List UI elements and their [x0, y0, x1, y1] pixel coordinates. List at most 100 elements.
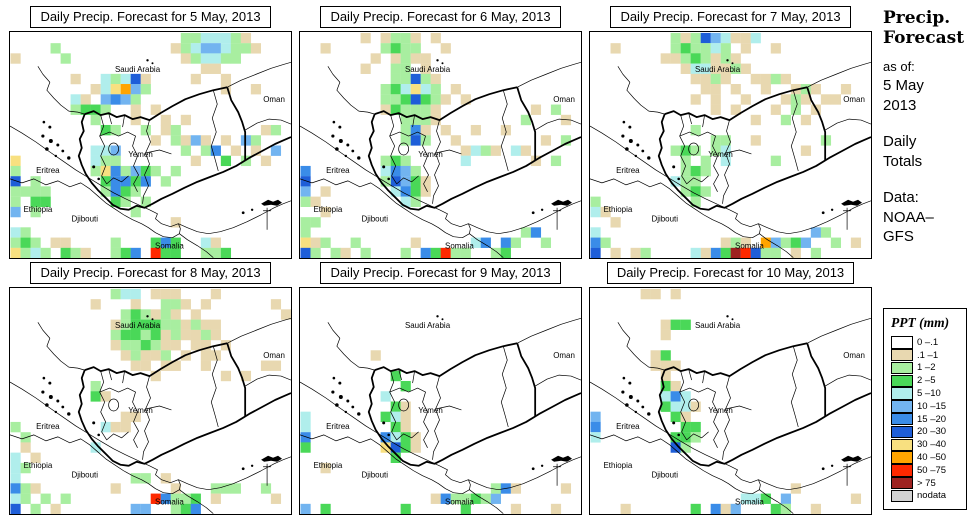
- as-of-date-line2: 2013: [883, 96, 917, 114]
- legend-swatch: [891, 412, 913, 426]
- data-source-line2: GFS: [883, 228, 914, 246]
- legend-entry: 20 –30: [891, 425, 961, 439]
- panel-title-wrap: Daily Precip. Forecast for 7 May, 2013: [589, 6, 872, 28]
- country-label: Saudi Arabia: [405, 65, 451, 74]
- legend-rows: 0 –.1.1 –1 1 –2 2 –5 5 –10 10 –15 15 –20 20 –3…: [891, 336, 961, 503]
- country-label: Eritrea: [326, 166, 350, 175]
- country-labels: Saudi Arabia Oman Yemen Eritrea Ethiopia Djib…: [313, 321, 574, 506]
- totals-line2: Totals: [883, 152, 923, 170]
- country-label: Ethiopia: [313, 205, 342, 214]
- panel-title-wrap: Daily Precip. Forecast for 5 May, 2013: [9, 6, 292, 28]
- forecast-panel: Daily Precip. Forecast for 5 May, 2013 Sa…: [9, 0, 299, 259]
- country-labels: Saudi Arabia Oman Yemen Eritrea Ethiopia Djib…: [603, 65, 864, 250]
- legend-swatch: [891, 476, 913, 490]
- country-label: Oman: [553, 95, 575, 104]
- legend-entry: 5 –10: [891, 387, 961, 400]
- legend-entry: 10 –15: [891, 400, 961, 413]
- country-label: Oman: [263, 95, 285, 104]
- country-label: Eritrea: [616, 422, 640, 431]
- country-label: Ethiopia: [23, 205, 52, 214]
- figure-title-line1: Precip.: [883, 8, 951, 28]
- country-label: Djibouti: [651, 215, 678, 224]
- forecast-panel: Daily Precip. Forecast for 10 May, 2013 S…: [589, 256, 879, 515]
- panel-title: Daily Precip. Forecast for 10 May, 2013: [606, 262, 855, 284]
- legend-swatch: [891, 348, 913, 362]
- precip-map: Saudi Arabia Oman Yemen Eritrea Ethiopia Djib…: [9, 287, 292, 515]
- figure-title-line2: Forecast: [883, 28, 965, 49]
- legend-label: 0 –.1: [917, 336, 939, 348]
- legend-entry: 15 –20: [891, 412, 961, 426]
- legend-label: 1 –2: [917, 362, 936, 374]
- legend-swatch: [891, 438, 913, 452]
- precip-cells: [590, 288, 862, 514]
- country-label: Oman: [553, 351, 575, 360]
- panel-title-wrap: Daily Precip. Forecast for 6 May, 2013: [299, 6, 582, 28]
- legend-label: > 75: [917, 477, 936, 489]
- legend-entry: nodata: [891, 489, 961, 503]
- legend-swatch: [891, 400, 913, 413]
- data-source-label: Data:: [883, 189, 919, 207]
- country-label: Djibouti: [71, 471, 98, 480]
- precip-cells: [300, 32, 572, 258]
- figure-title: Precip. Forecast: [883, 8, 969, 48]
- country-label: Eritrea: [616, 166, 640, 175]
- panel-title: Daily Precip. Forecast for 5 May, 2013: [30, 6, 271, 28]
- forecast-panel: Daily Precip. Forecast for 8 May, 2013 Sa…: [9, 256, 299, 515]
- legend-entry: 2 –5: [891, 374, 961, 388]
- country-label: Saudi Arabia: [115, 65, 161, 74]
- data-source: Data: NOAA– GFS: [883, 188, 969, 247]
- legend-swatch: [891, 464, 913, 477]
- country-labels: Saudi Arabia Oman Yemen Eritrea Ethiopia Djib…: [23, 65, 284, 250]
- legend-swatch: [891, 336, 913, 349]
- precip-map: Saudi Arabia Oman Yemen Eritrea Ethiopia Djib…: [299, 287, 582, 515]
- legend-entry: > 75: [891, 476, 961, 490]
- legend-swatch: [891, 425, 913, 439]
- legend-label: 50 –75: [917, 464, 947, 476]
- legend-label: 40 –50: [917, 452, 947, 464]
- country-label: Somalia: [445, 242, 474, 251]
- precip-map: Saudi Arabia Oman Yemen Eritrea Ethiopia Djib…: [589, 287, 872, 515]
- country-label: Somalia: [735, 242, 764, 251]
- legend-entry: 40 –50: [891, 451, 961, 464]
- country-label: Djibouti: [651, 471, 678, 480]
- precip-cells: [10, 288, 291, 514]
- panel-title-wrap: Daily Precip. Forecast for 10 May, 2013: [589, 262, 872, 284]
- forecast-panel: Daily Precip. Forecast for 9 May, 2013 Sa…: [299, 256, 589, 515]
- precip-cells: [10, 32, 282, 258]
- data-source-line1: NOAA–: [883, 208, 934, 226]
- as-of-date-line1: 5 May: [883, 77, 924, 95]
- legend-entry: 1 –2: [891, 361, 961, 375]
- country-label: Somalia: [735, 498, 764, 507]
- totals-line1: Daily: [883, 133, 917, 151]
- legend-entry: .1 –1: [891, 348, 961, 362]
- country-label: Djibouti: [361, 471, 388, 480]
- country-label: Oman: [263, 351, 285, 360]
- country-label: Eritrea: [36, 422, 60, 431]
- legend-label: 15 –20: [917, 413, 947, 425]
- legend-entry: 30 –40: [891, 438, 961, 452]
- country-label: Yemen: [708, 406, 733, 415]
- country-label: Saudi Arabia: [405, 321, 451, 330]
- panel-title: Daily Precip. Forecast for 6 May, 2013: [320, 6, 561, 28]
- legend-title: PPT (mm): [891, 315, 950, 330]
- precip-map: Saudi Arabia Oman Yemen Eritrea Ethiopia Djib…: [299, 31, 582, 259]
- country-label: Ethiopia: [23, 461, 52, 470]
- country-labels: Saudi Arabia Oman Yemen Eritrea Ethiopia Djib…: [603, 321, 864, 506]
- forecast-panel: Daily Precip. Forecast for 7 May, 2013 Sa…: [589, 0, 879, 259]
- country-label: Djibouti: [361, 215, 388, 224]
- country-label: Ethiopia: [603, 205, 632, 214]
- forecast-panels: Daily Precip. Forecast for 5 May, 2013 Sa…: [9, 0, 879, 515]
- country-labels: Saudi Arabia Oman Yemen Eritrea Ethiopia Djib…: [313, 65, 574, 250]
- legend-swatch: [891, 489, 913, 503]
- legend-label: 10 –15: [917, 400, 947, 412]
- panel-title-wrap: Daily Precip. Forecast for 8 May, 2013: [9, 262, 292, 284]
- country-label: Eritrea: [326, 422, 350, 431]
- country-label: Oman: [843, 351, 865, 360]
- country-label: Yemen: [418, 406, 443, 415]
- legend-label: 5 –10: [917, 388, 941, 400]
- legend-swatch: [891, 451, 913, 464]
- country-label: Yemen: [418, 150, 443, 159]
- precip-map: Saudi Arabia Oman Yemen Eritrea Ethiopia Djib…: [9, 31, 292, 259]
- legend-label: 20 –30: [917, 426, 947, 438]
